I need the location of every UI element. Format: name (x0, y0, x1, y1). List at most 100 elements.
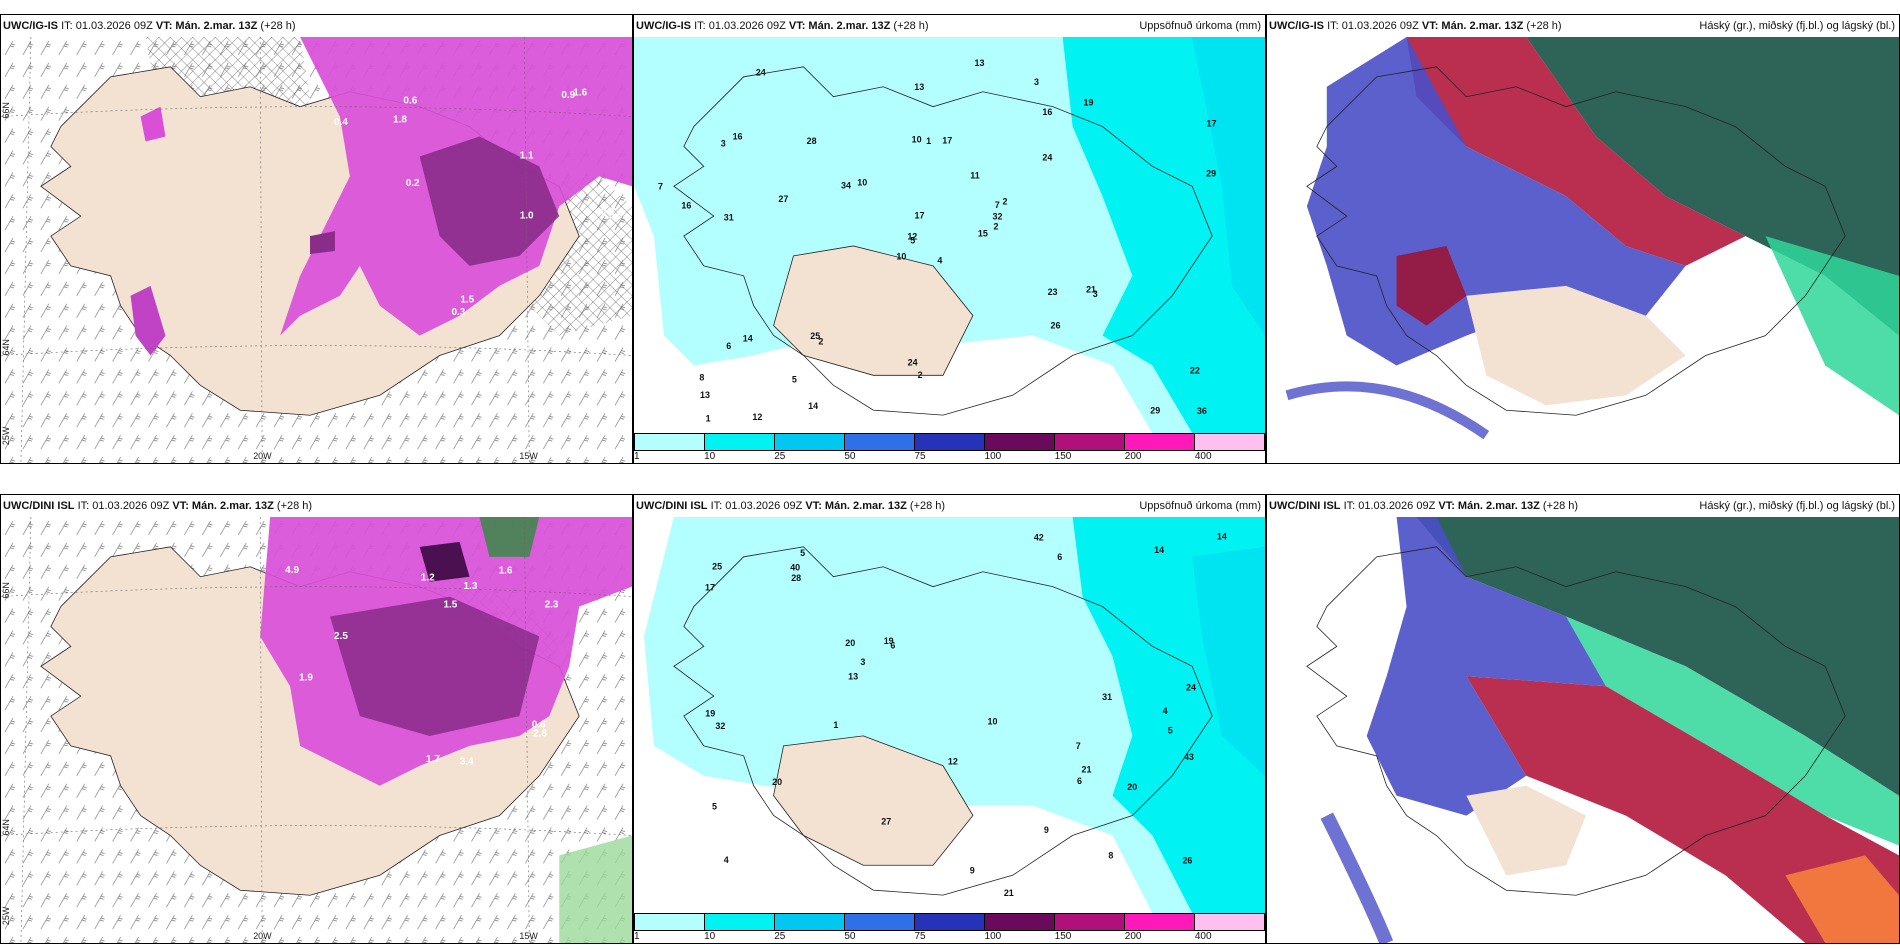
colorbar-swatch (1125, 434, 1195, 450)
map-area[interactable]: 20W 15W 66N 64N 25W 0.4 1.8 1.1 1.5 0.9 0.3 1.… (1, 37, 632, 463)
map-value-label: 5 (792, 374, 797, 384)
map-value-label: 20 (845, 638, 855, 648)
map-value-label: 6 (890, 640, 895, 650)
tcc-value-labels: 0.4 1.81.11.50.90.31.00.21.60.50.40.6 (334, 87, 623, 318)
tcc-value-labels: 1.5 2.8 4.9 2.3 1.7 1.2 3.4 1.6 2.5 1.9 0.6 1.3 (285, 565, 559, 767)
panel-header: UWC/IG-IS IT: 01.03.2026 09Z VT: Mán. 2.… (634, 15, 1265, 37)
colorbar-swatch (1195, 914, 1264, 930)
panel-header: UWC/DINI ISL IT: 01.03.2026 09Z VT: Mán.… (634, 495, 1265, 517)
map-area[interactable] (1267, 37, 1899, 463)
map-value-label: 1 (706, 414, 711, 424)
map-value-label: 7 (1076, 741, 1081, 751)
colorbar-swatch (705, 434, 775, 450)
map-value-label: 0.6 (403, 95, 417, 106)
map-value-label: 6 (1077, 776, 1082, 786)
map-value-label: 24 (756, 67, 766, 77)
map-area[interactable]: 7 5 4 5 6 8 5 6 20 21 17 19 25 26 27 24 12 10 19 20 14 14 13 43… (634, 517, 1265, 913)
map-value-label: 22 (1190, 366, 1200, 376)
lat-label-64n: 64N (1, 339, 11, 355)
map-value-label: 26 (1050, 320, 1060, 330)
map-value-label: 4 (937, 255, 942, 265)
lat-label-66n: 66N (1, 102, 11, 118)
map-value-label: 3 (1093, 289, 1098, 299)
colorbar-swatch (915, 914, 985, 930)
map-value-label: 4 (724, 855, 729, 865)
colorbar-swatch (845, 914, 915, 930)
low-cloud (1366, 517, 1606, 816)
map-area[interactable] (1267, 517, 1899, 943)
colorbar-tick-label: 100 (984, 931, 1002, 942)
iceland-land (1306, 66, 1846, 416)
colorbar-tick-label: 50 (844, 451, 856, 462)
map-value-label: 25 (810, 331, 820, 341)
map-value-label: 25 (712, 562, 722, 572)
iceland-land (673, 66, 1213, 416)
map-area[interactable]: 4 3 5 8 7 2 3 17 16 15 24 36 31 17 10 24 12 10 11 14 10 13 5 1 2… (634, 37, 1265, 433)
colorbar-tick-label: 200 (1124, 931, 1142, 942)
map-value-label: 2 (1003, 197, 1008, 207)
map-value-label: 32 (993, 211, 1003, 221)
map-value-label: 40 (790, 562, 800, 572)
map-value-label: 10 (987, 717, 997, 727)
map-value-label: 14 (1217, 532, 1227, 542)
iceland-land (1306, 546, 1846, 896)
map-value-label: 1 (833, 720, 838, 730)
map-value-label: 5 (712, 801, 717, 811)
map-value-label: 6 (1057, 552, 1062, 562)
panel-subtitle: Háský (gr.), miðský (fj.bl.) og lágský (… (1699, 20, 1895, 32)
map-value-label: 0.5 (609, 211, 623, 222)
lon-label-25w: 25W (1, 426, 11, 445)
map-value-label: 0.4 (334, 117, 348, 128)
colorbar-tick-label: 400 (1194, 451, 1212, 462)
colorbar-tick-label: 75 (914, 931, 926, 942)
map-value-label: 1.5 (443, 599, 457, 610)
map-value-label: 20 (1127, 782, 1137, 792)
map-value-label: 0.4 (601, 206, 615, 217)
lat-label-66n: 66N (1, 582, 11, 598)
iceland-land (673, 546, 1213, 896)
map-value-label: 1.0 (520, 211, 534, 222)
map-value-label: 28 (807, 136, 817, 146)
map-value-label: 42 (1034, 532, 1044, 542)
map-value-label: 36 (1197, 406, 1207, 416)
map-value-label: 1.6 (573, 87, 587, 98)
panel-subtitle: Uppsöfnuð úrkoma (mm) (1139, 500, 1261, 512)
map-value-label: 4.9 (285, 565, 299, 576)
map-value-label: 2 (818, 337, 823, 347)
map-value-label: 14 (743, 333, 753, 343)
map-value-label: 27 (881, 817, 891, 827)
map-area[interactable]: 20W 15W 66N 64N 25W 1.5 2.8 4.9 2.3 1.7 1.2 3.… (1, 517, 632, 943)
colorbar-tick-label: 400 (1194, 931, 1212, 942)
mid-cloud (1406, 37, 1746, 266)
map-value-label: 19 (1084, 97, 1094, 107)
map-value-label: 1.9 (299, 672, 313, 683)
map-value-label: 5 (1168, 726, 1173, 736)
panel-header: UWC/IG-IS IT: 01.03.2026 09Z VT: Mán. 2.… (1, 15, 632, 37)
map-value-label: 1.5 (460, 294, 474, 305)
map-value-label: 19 (884, 636, 894, 646)
panel-subtitle: Háský (gr.), miðský (fj.bl.) og lágský (… (1699, 500, 1895, 512)
map-value-label: 4 (1163, 706, 1168, 716)
colorbar: 1 10 25 50 75 100 150 200 400 (634, 913, 1265, 943)
colorbar-tick-label: 150 (1054, 451, 1072, 462)
panel-subtitle: Uppsöfnuð úrkoma (mm) (1139, 20, 1261, 32)
colorbar-tick-label: 100 (984, 451, 1002, 462)
lat-label-64n: 64N (1, 819, 11, 835)
map-value-label: 20 (772, 777, 782, 787)
map-value-label: 31 (1102, 692, 1112, 702)
map-value-label: 5 (910, 235, 915, 245)
map-value-label: 2.5 (334, 631, 348, 642)
map-value-label: 17 (705, 583, 715, 593)
map-value-label: 13 (848, 671, 858, 681)
map-value-label: 29 (1150, 405, 1160, 415)
colorbar-swatch (705, 914, 775, 930)
map-value-label: 29 (1206, 169, 1216, 179)
map-value-label: 24 (1186, 682, 1196, 692)
panel-igis-cloud-cover: UWC/IG-IS IT: 01.03.2026 09Z VT: Mán. 2.… (1266, 14, 1900, 464)
map-value-label: 1 (926, 136, 931, 146)
map-value-label: 26 (1182, 855, 1192, 865)
map-value-label: 7 (658, 181, 663, 191)
colorbar-swatch (775, 434, 845, 450)
precip-value-labels: 4358723171615243631171024121011141013512… (658, 58, 1216, 424)
map-value-label: 9 (970, 866, 975, 876)
